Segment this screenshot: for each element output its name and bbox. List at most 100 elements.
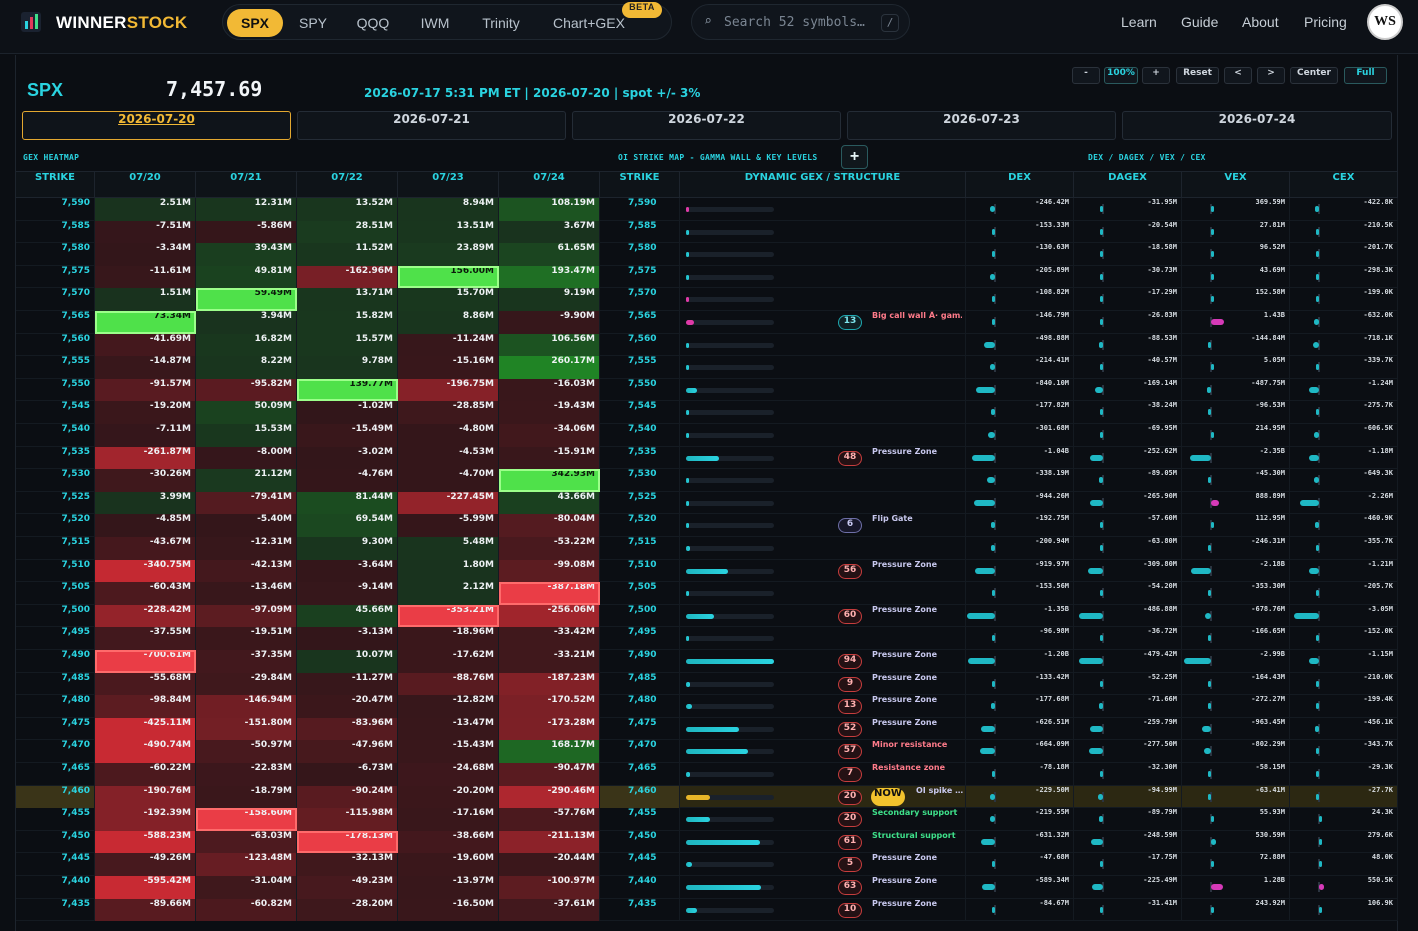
heatmap-cell[interactable]: -14.87M xyxy=(95,356,196,379)
heatmap-cell[interactable]: -3.13M xyxy=(297,627,398,650)
heatmap-cell[interactable]: -4.76M xyxy=(297,469,398,492)
heatmap-cell[interactable]: -17.62M xyxy=(398,650,499,673)
heatmap-cell[interactable]: 16.82M xyxy=(196,333,297,357)
heatmap-cell[interactable]: -55.68M xyxy=(95,672,196,696)
heatmap-cell[interactable]: 23.89M xyxy=(398,243,499,266)
heatmap-cell[interactable]: -49.26M xyxy=(95,853,196,876)
date-tab-0720[interactable]: 2026-07-20 xyxy=(22,111,291,140)
heatmap-cell[interactable]: -187.23M xyxy=(499,672,600,696)
heatmap-cell[interactable]: -60.22M xyxy=(95,763,196,786)
center-button[interactable]: Center xyxy=(1290,67,1338,84)
heatmap-cell[interactable]: 21.12M xyxy=(196,469,297,492)
col-0722[interactable]: 07/22 xyxy=(297,172,398,198)
heatmap-cell[interactable]: -7.51M xyxy=(95,220,196,244)
heatmap-cell[interactable]: -20.20M xyxy=(398,785,499,809)
heatmap-cell[interactable]: -88.76M xyxy=(398,672,499,696)
heatmap-cell[interactable]: -261.87M xyxy=(95,446,196,470)
heatmap-cell[interactable]: -700.61M xyxy=(95,650,196,673)
next-button[interactable]: > xyxy=(1257,67,1285,84)
heatmap-cell[interactable]: -9.90M xyxy=(499,311,600,334)
col-vex[interactable]: VEX xyxy=(1182,172,1290,198)
nav-link-learn[interactable]: Learn xyxy=(1121,14,1157,30)
heatmap-cell[interactable]: -63.03M xyxy=(196,830,297,854)
heatmap-cell[interactable]: -30.26M xyxy=(95,469,196,492)
heatmap-cell[interactable]: -3.02M xyxy=(297,446,398,470)
heatmap-cell[interactable]: 9.19M xyxy=(499,288,600,311)
heatmap-cell[interactable]: 9.30M xyxy=(297,537,398,560)
heatmap-cell[interactable]: -60.43M xyxy=(95,582,196,605)
heatmap-cell[interactable]: -256.06M xyxy=(499,604,600,628)
heatmap-cell[interactable]: 1.51M xyxy=(95,288,196,311)
heatmap-cell[interactable]: -211.13M xyxy=(499,830,600,854)
heatmap-cell[interactable]: -90.47M xyxy=(499,763,600,786)
heatmap-cell[interactable]: 13.51M xyxy=(398,220,499,244)
heatmap-cell[interactable]: -15.49M xyxy=(297,424,398,447)
heatmap-cell[interactable]: -33.21M xyxy=(499,650,600,673)
heatmap-cell[interactable]: 81.44M xyxy=(297,491,398,515)
heatmap-cell[interactable]: -19.60M xyxy=(398,853,499,876)
col-cex[interactable]: CEX xyxy=(1290,172,1398,198)
heatmap-cell[interactable]: -290.46M xyxy=(499,785,600,809)
heatmap-cell[interactable]: -79.41M xyxy=(196,491,297,515)
nav-link-pricing[interactable]: Pricing xyxy=(1304,14,1347,30)
heatmap-cell[interactable]: 49.81M xyxy=(196,265,297,289)
heatmap-cell[interactable]: -28.85M xyxy=(398,401,499,424)
heatmap-cell[interactable]: -340.75M xyxy=(95,559,196,583)
heatmap-cell[interactable]: -5.86M xyxy=(196,220,297,244)
heatmap-cell[interactable]: -178.13M xyxy=(297,830,398,854)
tab-trinity[interactable]: Trinity xyxy=(482,15,520,31)
col-strike-2[interactable]: STRIKE xyxy=(600,172,680,198)
heatmap-cell[interactable]: -8.00M xyxy=(196,446,297,470)
heatmap-cell[interactable]: -99.08M xyxy=(499,559,600,583)
heatmap-cell[interactable]: 73.34M xyxy=(95,311,196,334)
heatmap-cell[interactable]: 8.94M xyxy=(398,198,499,221)
heatmap-cell[interactable]: -12.31M xyxy=(196,537,297,560)
heatmap-cell[interactable]: 156.00M xyxy=(398,265,499,289)
heatmap-cell[interactable]: 45.66M xyxy=(297,604,398,628)
heatmap-cell[interactable]: 59.49M xyxy=(196,288,297,311)
heatmap-cell[interactable]: -89.66M xyxy=(95,898,196,922)
heatmap-cell[interactable]: 61.65M xyxy=(499,243,600,266)
prev-button[interactable]: < xyxy=(1224,67,1252,84)
heatmap-cell[interactable]: -115.98M xyxy=(297,808,398,831)
heatmap-cell[interactable]: -4.70M xyxy=(398,469,499,492)
tab-chart-gex[interactable]: Chart+GEX xyxy=(553,15,625,31)
heatmap-cell[interactable]: 108.19M xyxy=(499,198,600,221)
heatmap-cell[interactable]: -22.83M xyxy=(196,763,297,786)
heatmap-cell[interactable]: -227.45M xyxy=(398,491,499,515)
heatmap-cell[interactable]: -32.13M xyxy=(297,853,398,876)
heatmap-cell[interactable]: -20.44M xyxy=(499,853,600,876)
heatmap-cell[interactable]: -91.57M xyxy=(95,378,196,402)
heatmap-cell[interactable]: -162.96M xyxy=(297,265,398,289)
heatmap-cell[interactable]: -595.42M xyxy=(95,876,196,899)
heatmap-cell[interactable]: -151.80M xyxy=(196,717,297,741)
col-0723[interactable]: 07/23 xyxy=(398,172,499,198)
heatmap-cell[interactable]: -158.60M xyxy=(196,808,297,831)
col-dagex[interactable]: DAGEX xyxy=(1074,172,1182,198)
heatmap-cell[interactable]: -53.22M xyxy=(499,537,600,560)
heatmap-cell[interactable]: 260.17M xyxy=(499,356,600,379)
heatmap-cell[interactable]: -47.96M xyxy=(297,740,398,763)
heatmap-cell[interactable]: -190.76M xyxy=(95,785,196,809)
reset-button[interactable]: Reset xyxy=(1176,67,1219,84)
date-tab-0723[interactable]: 2026-07-23 xyxy=(847,111,1116,140)
heatmap-cell[interactable]: -20.47M xyxy=(297,695,398,718)
heatmap-cell[interactable]: -60.82M xyxy=(196,898,297,922)
heatmap-cell[interactable]: -34.06M xyxy=(499,424,600,447)
heatmap-cell[interactable]: -28.20M xyxy=(297,898,398,922)
heatmap-cell[interactable]: 342.93M xyxy=(499,469,600,492)
heatmap-cell[interactable]: 43.66M xyxy=(499,491,600,515)
heatmap-cell[interactable]: 13.52M xyxy=(297,198,398,221)
heatmap-cell[interactable]: 5.48M xyxy=(398,537,499,560)
heatmap-cell[interactable]: 139.77M xyxy=(297,378,398,402)
heatmap-cell[interactable]: -19.51M xyxy=(196,627,297,650)
heatmap-cell[interactable]: -15.16M xyxy=(398,356,499,379)
heatmap-cell[interactable]: -9.14M xyxy=(297,582,398,605)
nav-link-about[interactable]: About xyxy=(1242,14,1279,30)
heatmap-cell[interactable]: -18.96M xyxy=(398,627,499,650)
heatmap-cell[interactable]: 39.43M xyxy=(196,243,297,266)
heatmap-cell[interactable]: -41.69M xyxy=(95,333,196,357)
heatmap-cell[interactable]: -31.04M xyxy=(196,876,297,899)
heatmap-cell[interactable]: 69.54M xyxy=(297,514,398,537)
heatmap-cell[interactable]: -38.66M xyxy=(398,830,499,854)
